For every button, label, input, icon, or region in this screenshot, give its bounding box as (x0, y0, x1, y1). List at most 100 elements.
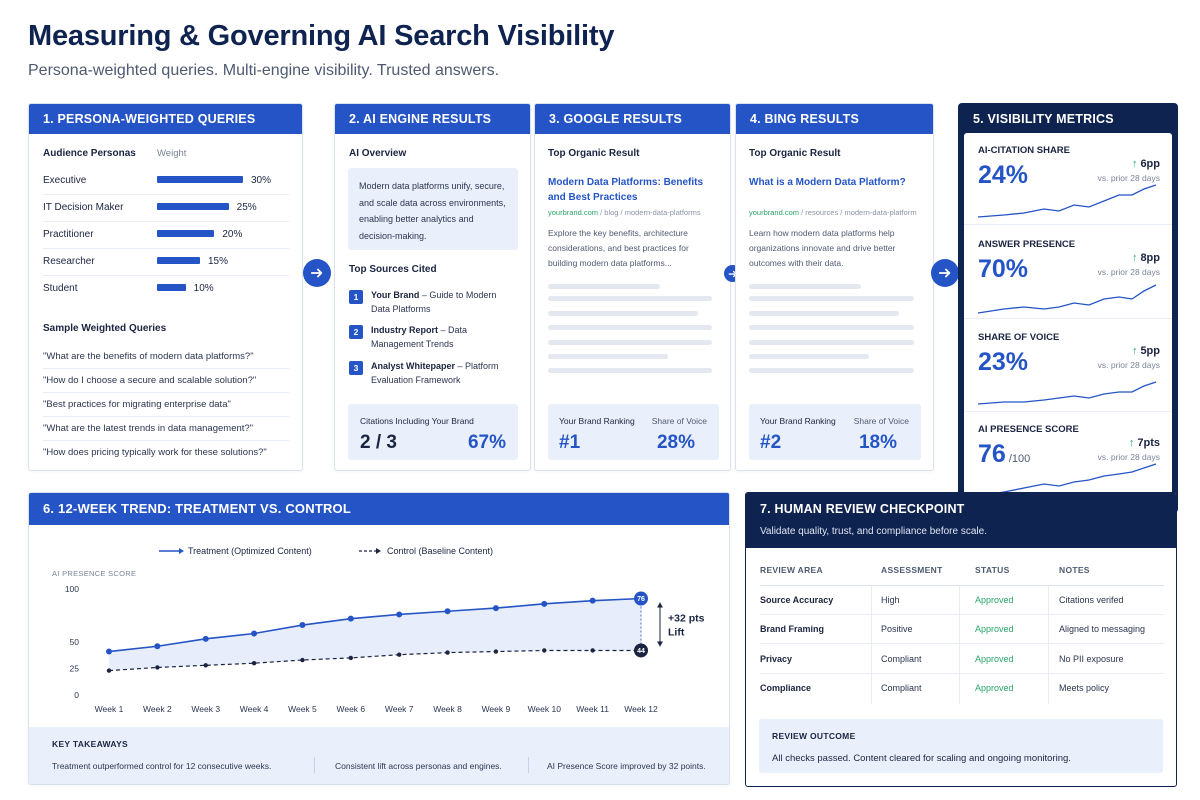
metric-unit: /100 (1008, 453, 1031, 465)
control-point (251, 661, 257, 666)
lift-sublabel: Lift (668, 627, 685, 639)
queries-title: Sample Weighted Queries (43, 323, 167, 334)
arrow-up-icon: ↑ (1128, 437, 1135, 449)
review-area: Brand Framing (760, 624, 825, 634)
lift-value: +32 pts (668, 613, 705, 625)
divider (528, 757, 529, 773)
url-domain: yourbrand.com (548, 208, 599, 217)
divider (43, 248, 289, 249)
control-point (348, 655, 354, 661)
metric-value: 23% (978, 348, 1031, 377)
metric-delta: ↑ 7pts (1129, 437, 1160, 449)
source-description: – Platform Evaluation Framework (371, 361, 499, 385)
x-tick-label: Week 2 (143, 704, 172, 714)
placeholder-line (548, 368, 712, 373)
top-result-label: Top Organic Result (749, 148, 841, 159)
lift-bracket-arrow (657, 641, 663, 647)
source-item[interactable]: Industry Report – Data Management Trends (371, 323, 511, 351)
divider (760, 643, 1164, 644)
arrow-up-icon: ↑ (1131, 345, 1138, 357)
source-description: – Guide to Modern Data Platforms (371, 290, 497, 314)
takeaway-item: Treatment outperformed control for 12 co… (52, 761, 272, 771)
placeholder-line (749, 296, 914, 301)
divider (43, 194, 289, 195)
treatment-point (492, 605, 499, 612)
control-end-badge (634, 643, 648, 658)
page-title: Measuring & Governing AI Search Visibili… (28, 20, 615, 52)
treatment-point (541, 600, 548, 607)
notes: Aligned to messaging (1059, 624, 1146, 634)
result-title-link[interactable]: Modern Data Platforms: Benefits and Best… (548, 177, 704, 203)
x-tick-label: Week 10 (528, 704, 562, 714)
citations-percent: 67% (467, 432, 506, 453)
source-item[interactable]: Analyst Whitepaper – Platform Evaluation… (371, 359, 511, 387)
x-tick-label: Week 5 (288, 704, 317, 714)
ranking-box: Your Brand Ranking #2 Share of Voice 18% (749, 404, 921, 460)
source-number-badge: 2 (349, 325, 363, 339)
metric-card: SHARE OF VOICE 23% ↑ 5pp vs. prior 28 days (964, 320, 1172, 412)
outcome-box: REVIEW OUTCOME All checks passed. Conten… (759, 719, 1163, 773)
treatment-point (251, 630, 258, 637)
rank-label: Your Brand Ranking (760, 416, 836, 426)
lift-area (109, 598, 641, 671)
sov-value: 18% (858, 432, 897, 453)
persona-weight: 25% (236, 202, 257, 213)
persona-weight-bar (157, 176, 243, 183)
panel-header: 7. HUMAN REVIEW CHECKPOINT (760, 502, 965, 516)
control-end-label: 44 (637, 648, 645, 655)
table-header: REVIEW AREA (760, 565, 823, 575)
assessment: Compliant (881, 683, 922, 693)
metric-value: 76/100 (978, 440, 1030, 469)
x-tick-label: Week 8 (433, 704, 462, 714)
url-domain: yourbrand.com (749, 208, 800, 217)
control-point (106, 668, 112, 673)
url-path: / resources / modern-data-platform (799, 208, 917, 217)
delta-value: 5pp (1140, 345, 1160, 357)
divider (43, 440, 289, 441)
notes: Meets policy (1059, 683, 1110, 693)
source-item[interactable]: Your Brand – Guide to Modern Data Platfo… (371, 288, 511, 316)
source-number-badge: 3 (349, 361, 363, 375)
metric-number: 70% (978, 255, 1029, 283)
treatment-point (202, 635, 209, 642)
source-name: Analyst Whitepaper (371, 361, 456, 371)
metric-label: AI PRESENCE SCORE (978, 424, 1079, 435)
legend-arrow (179, 548, 184, 554)
result-title-link[interactable]: What is a Modern Data Platform? (749, 177, 906, 188)
review-header: 7. HUMAN REVIEW CHECKPOINT Validate qual… (746, 493, 1176, 548)
sparkline-path (977, 284, 1157, 314)
delta-value: 7pts (1137, 437, 1160, 449)
panel-header: 4. BING RESULTS (736, 104, 933, 134)
divider (43, 416, 289, 417)
sample-query: "How does pricing typically work for the… (43, 447, 267, 458)
page-subtitle: Persona-weighted queries. Multi-engine v… (28, 62, 500, 79)
treatment-line (108, 597, 642, 653)
placeholder-line (749, 354, 869, 359)
persona-weight: 15% (208, 256, 229, 267)
trend-chart: Treatment (Optimized Content) Control (Ba… (52, 546, 705, 714)
control-point (396, 652, 402, 657)
metric-delta: ↑ 5pp (1132, 345, 1160, 357)
metric-value: 70% (978, 255, 1031, 284)
divider (43, 368, 289, 369)
ai-engine-panel: 2. AI ENGINE RESULTS AI Overview Modern … (334, 103, 531, 471)
placeholder-line (548, 340, 712, 345)
divider (760, 673, 1164, 674)
persona-name: IT Decision Maker (43, 202, 124, 213)
divider (314, 757, 315, 773)
sov-value: 28% (656, 432, 695, 453)
delta-value: 6pp (1140, 158, 1160, 170)
treatment-point (444, 608, 451, 615)
arrow-up-icon: ↑ (1131, 158, 1138, 170)
placeholder-line (749, 340, 914, 345)
status-approved: Approved (975, 595, 1014, 605)
column-divider (1048, 586, 1049, 704)
treatment-point (154, 643, 161, 650)
ai-overview-text: Modern data platforms unify, secure, and… (359, 181, 506, 241)
metric-comparison: vs. prior 28 days (1097, 452, 1160, 462)
divider (760, 585, 1164, 586)
panel-header: 2. AI ENGINE RESULTS (335, 104, 530, 134)
x-tick-label: Week 9 (482, 704, 511, 714)
treatment-end-label: 76 (637, 596, 645, 603)
flow-arrow-icon (303, 259, 331, 287)
